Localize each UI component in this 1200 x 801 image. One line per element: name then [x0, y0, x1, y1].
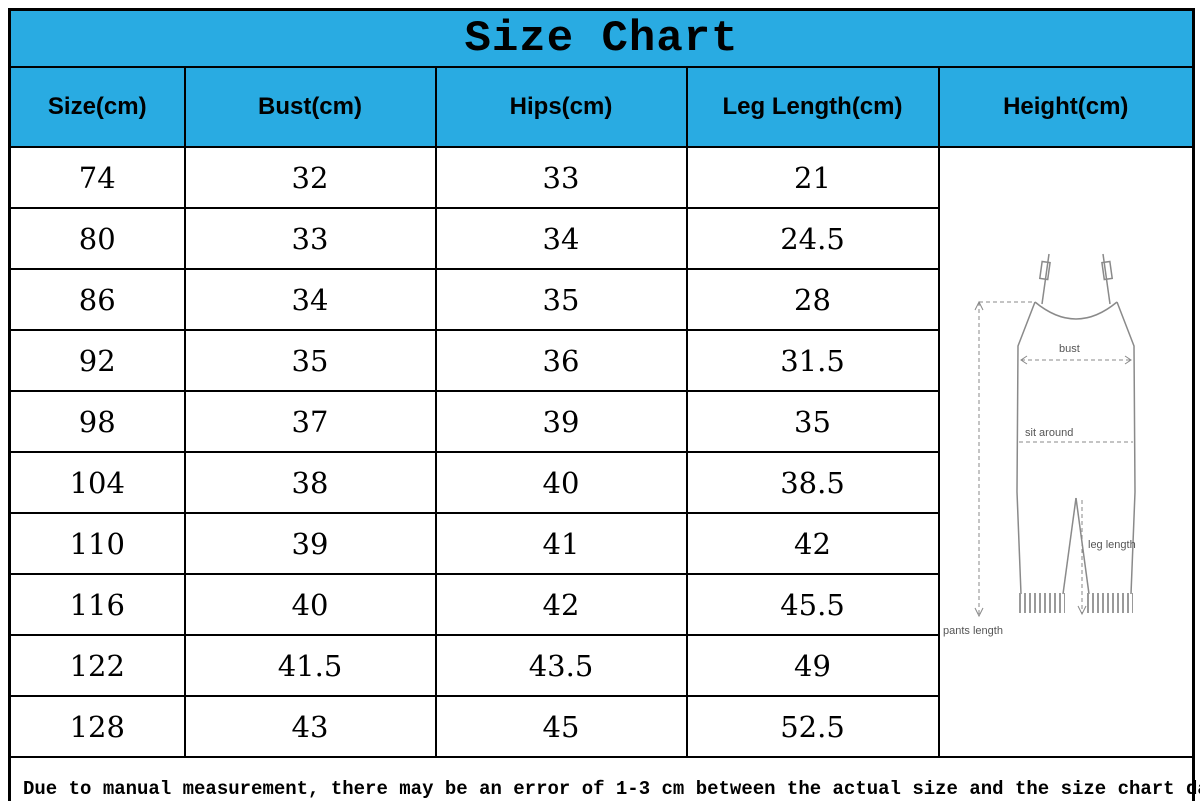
table-row: 110 39 41 42: [8, 512, 1194, 575]
cell-leg-length: 28: [685, 268, 940, 331]
cell-size: 86: [8, 268, 186, 331]
cell-size: 110: [8, 512, 186, 575]
page-title: Size Chart: [8, 8, 1195, 68]
cell-bust: 39: [183, 512, 437, 575]
cell-size: 116: [8, 573, 186, 636]
diagram-label-bust: bust: [1059, 343, 1080, 355]
cell-leg-length: 42: [685, 512, 940, 575]
cell-hips: 33: [434, 146, 688, 209]
height-diagram-cell: bust sit around leg length pants length: [937, 146, 1195, 758]
size-chart-table: Size Chart Size(cm) Bust(cm) Hips(cm) Le…: [8, 8, 1200, 801]
cell-bust: 38: [183, 451, 437, 514]
cell-size: 104: [8, 451, 186, 514]
cell-hips: 39: [434, 390, 688, 453]
cell-bust: 41.5: [183, 634, 437, 697]
table-row: 98 37 39 35: [8, 390, 1194, 453]
cell-leg-length: 35: [685, 390, 940, 453]
cell-size: 122: [8, 634, 186, 697]
cell-leg-length: 45.5: [685, 573, 940, 636]
diagram-label-sit-around: sit around: [1025, 427, 1073, 439]
table-row: 122 41.5 43.5 49: [8, 634, 1194, 697]
footer-note: Due to manual measurement, there may be …: [8, 756, 1200, 801]
cell-bust: 40: [183, 573, 437, 636]
cell-bust: 35: [183, 329, 437, 392]
diagram-label-pants-length: pants length: [943, 625, 1003, 637]
cell-hips: 34: [434, 207, 688, 270]
cell-leg-length: 21: [685, 146, 940, 209]
cell-leg-length: 24.5: [685, 207, 940, 270]
cell-size: 74: [8, 146, 186, 209]
cell-hips: 35: [434, 268, 688, 331]
cell-bust: 37: [183, 390, 437, 453]
col-header-height: Height(cm): [937, 66, 1195, 148]
header-row: Size(cm) Bust(cm) Hips(cm) Leg Length(cm…: [8, 66, 1195, 148]
col-header-leg-length: Leg Length(cm): [685, 66, 940, 148]
cell-leg-length: 52.5: [685, 695, 940, 758]
col-header-hips: Hips(cm): [434, 66, 688, 148]
cell-size: 92: [8, 329, 186, 392]
table-row: 80 33 34 24.5: [8, 207, 1194, 270]
cell-hips: 42: [434, 573, 688, 636]
cell-bust: 43: [183, 695, 437, 758]
cell-hips: 36: [434, 329, 688, 392]
footer-row: Due to manual measurement, there may be …: [8, 756, 1200, 801]
cell-leg-length: 49: [685, 634, 940, 697]
table-row: 128 43 45 52.5: [8, 695, 1194, 758]
table-row: 74 32 33 21: [8, 146, 1195, 758]
cell-size: 98: [8, 390, 186, 453]
cell-bust: 32: [183, 146, 437, 209]
cell-size: 128: [8, 695, 186, 758]
cell-leg-length: 38.5: [685, 451, 940, 514]
cell-bust: 34: [183, 268, 437, 331]
cell-size: 80: [8, 207, 186, 270]
cell-hips: 41: [434, 512, 688, 575]
cell-bust: 33: [183, 207, 437, 270]
table-row: 116 40 42 45.5: [8, 573, 1194, 636]
overalls-diagram-icon: bust sit around leg length pants length: [943, 253, 1136, 637]
table-row: 86 34 35 28: [8, 268, 1194, 331]
cell-leg-length: 31.5: [685, 329, 940, 392]
col-header-bust: Bust(cm): [183, 66, 437, 148]
table-row: 92 35 36 31.5: [8, 329, 1194, 392]
col-header-size: Size(cm): [8, 66, 186, 148]
cell-hips: 43.5: [434, 634, 688, 697]
cell-hips: 40: [434, 451, 688, 514]
diagram-label-leg-length: leg length: [1088, 539, 1136, 551]
cell-hips: 45: [434, 695, 688, 758]
table-row: 104 38 40 38.5: [8, 451, 1194, 514]
title-row: Size Chart: [8, 8, 1195, 68]
